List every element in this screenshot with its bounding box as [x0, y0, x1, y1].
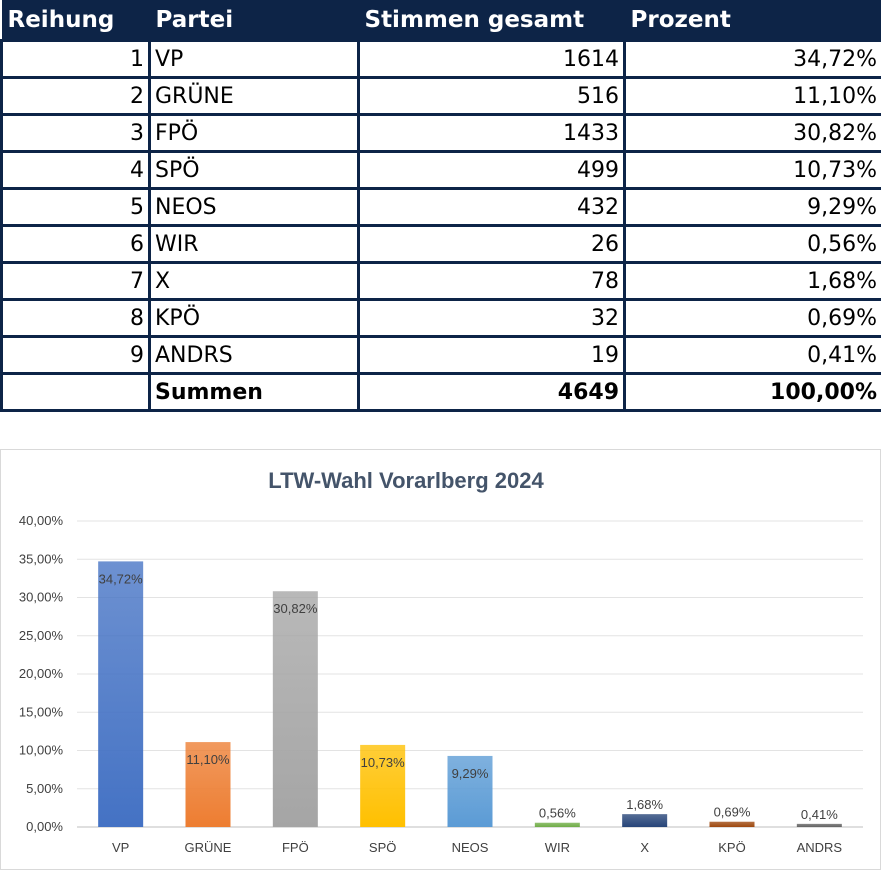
bar-kpö: [709, 821, 755, 827]
y-tick-label: 35,00%: [19, 551, 64, 566]
bar-x: [622, 814, 668, 827]
bar-chart: LTW-Wahl Vorarlberg 2024 0,00% 5,00% 10,00…: [19, 468, 863, 855]
party-cell: FPÖ: [148, 113, 360, 153]
bar-grüne: [185, 742, 231, 827]
bar-andrs: [796, 823, 842, 827]
table-row: 7 X 78 1,68%: [0, 261, 881, 301]
header-party: Partei: [149, 0, 359, 41]
percent-cell: 34,72%: [623, 39, 881, 79]
rank-cell: 7: [0, 261, 151, 301]
y-tick-label: 0,00%: [26, 819, 63, 834]
y-tick-label: 30,00%: [19, 590, 64, 605]
x-tick-label: GRÜNE: [185, 840, 232, 855]
percent-cell: 0,56%: [623, 224, 881, 264]
bar-wir: [534, 822, 580, 827]
header-percent: Prozent: [624, 0, 881, 41]
chart-area: LTW-Wahl Vorarlberg 2024 0,00% 5,00% 10,00…: [0, 449, 881, 870]
votes-cell: 499: [357, 150, 626, 190]
rank-cell: 4: [0, 150, 151, 190]
data-label: 34,72%: [99, 571, 144, 586]
percent-cell: 30,82%: [623, 113, 881, 153]
data-label: 1,68%: [626, 797, 663, 812]
total-label: Summen: [148, 372, 360, 412]
y-tick-label: 15,00%: [19, 704, 64, 719]
table-row: 5 NEOS 432 9,29%: [0, 187, 881, 227]
total-rank-cell: [0, 372, 151, 412]
x-tick-label: VP: [112, 840, 129, 855]
x-tick-label: X: [640, 840, 649, 855]
y-tick-label: 20,00%: [19, 666, 64, 681]
data-label: 11,10%: [186, 752, 230, 767]
total-percent: 100,00%: [623, 372, 881, 412]
rank-cell: 8: [0, 298, 151, 338]
percent-cell: 0,41%: [623, 335, 881, 375]
votes-cell: 32: [357, 298, 626, 338]
bar-neos: [447, 755, 493, 827]
rank-cell: 2: [0, 76, 151, 116]
party-cell: WIR: [148, 224, 360, 264]
data-label: 10,73%: [361, 755, 406, 770]
x-tick-label: SPÖ: [369, 840, 396, 855]
rank-cell: 6: [0, 224, 151, 264]
table-row: 8 KPÖ 32 0,69%: [0, 298, 881, 338]
table-row: 2 GRÜNE 516 11,10%: [0, 76, 881, 116]
rank-cell: 3: [0, 113, 151, 153]
votes-cell: 432: [357, 187, 626, 227]
data-label: 0,41%: [801, 807, 838, 822]
rank-cell: 5: [0, 187, 151, 227]
table-row: 1 VP 1614 34,72%: [0, 39, 881, 79]
party-cell: VP: [148, 39, 360, 79]
chart-title: LTW-Wahl Vorarlberg 2024: [268, 468, 544, 493]
table-header-row: Reihung Partei Stimmen gesamt Prozent: [1, 0, 881, 41]
data-label: 0,69%: [714, 805, 751, 820]
percent-cell: 9,29%: [623, 187, 881, 227]
table-row: 9 ANDRS 19 0,41%: [0, 335, 881, 375]
data-label: 0,56%: [539, 806, 576, 821]
votes-cell: 516: [357, 76, 626, 116]
rank-cell: 1: [0, 39, 151, 79]
header-rank: Reihung: [1, 0, 150, 41]
percent-cell: 11,10%: [623, 76, 881, 116]
data-label: 9,29%: [452, 766, 489, 781]
x-tick-label: KPÖ: [718, 840, 745, 855]
x-tick-label: ANDRS: [797, 840, 843, 855]
y-tick-label: 10,00%: [19, 743, 64, 758]
bar-spö: [360, 744, 406, 827]
party-cell: KPÖ: [148, 298, 360, 338]
rank-cell: 9: [0, 335, 151, 375]
bar-fpö: [272, 591, 318, 827]
total-votes: 4649: [357, 372, 626, 412]
x-tick-label: FPÖ: [282, 840, 309, 855]
y-tick-label: 25,00%: [19, 628, 64, 643]
party-cell: ANDRS: [148, 335, 360, 375]
table-row: 6 WIR 26 0,56%: [0, 224, 881, 264]
data-label: 30,82%: [273, 601, 318, 616]
y-tick-label: 5,00%: [26, 781, 63, 796]
x-tick-label: NEOS: [452, 840, 489, 855]
table-row: 3 FPÖ 1433 30,82%: [0, 113, 881, 153]
votes-cell: 78: [357, 261, 626, 301]
party-cell: X: [148, 261, 360, 301]
percent-cell: 1,68%: [623, 261, 881, 301]
percent-cell: 10,73%: [623, 150, 881, 190]
bar-vp: [98, 561, 144, 827]
party-cell: SPÖ: [148, 150, 360, 190]
votes-cell: 1614: [357, 39, 626, 79]
x-tick-label: WIR: [545, 840, 570, 855]
results-table: Reihung Partei Stimmen gesamt Prozent 1 …: [0, 0, 881, 412]
total-row: Summen 4649 100,00%: [0, 372, 881, 412]
party-cell: NEOS: [148, 187, 360, 227]
votes-cell: 1433: [357, 113, 626, 153]
party-cell: GRÜNE: [148, 76, 360, 116]
table-row: 4 SPÖ 499 10,73%: [0, 150, 881, 190]
header-votes: Stimmen gesamt: [358, 0, 625, 41]
votes-cell: 19: [357, 335, 626, 375]
y-tick-label: 40,00%: [19, 513, 64, 528]
votes-cell: 26: [357, 224, 626, 264]
percent-cell: 0,69%: [623, 298, 881, 338]
